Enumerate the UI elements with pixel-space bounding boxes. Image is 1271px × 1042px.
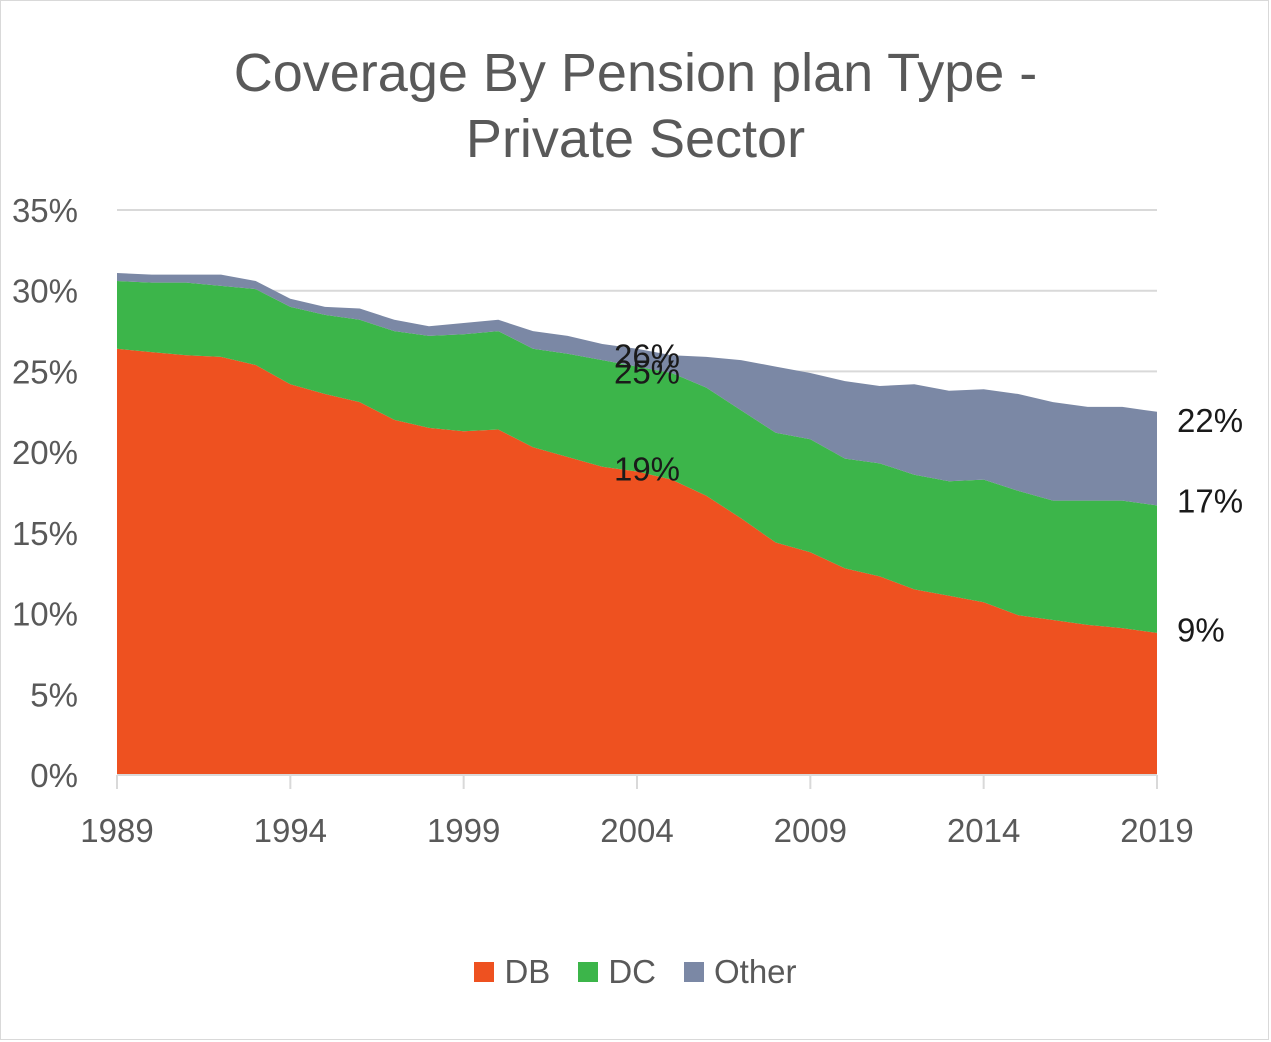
chart-title: Coverage By Pension plan Type - Private … [0, 40, 1271, 172]
area-series-other [117, 273, 1157, 506]
legend-item-db: DB [474, 952, 550, 992]
x-tick-label: 1994 [254, 812, 327, 849]
legend-label-db: DB [504, 953, 551, 990]
y-tick-label: 15% [12, 515, 78, 552]
x-tick-label: 2004 [600, 812, 673, 849]
y-tick-label: 0% [30, 757, 78, 794]
legend-swatch-dc [578, 962, 599, 982]
y-tick-label: 25% [12, 353, 78, 390]
area-series-dc [117, 281, 1157, 633]
legend-label-other: Other [713, 953, 797, 990]
x-tick-label: 1999 [427, 812, 500, 849]
x-tick-label: 2009 [774, 812, 847, 849]
x-tick-label: 2014 [947, 812, 1020, 849]
chart-title-line-2: Private Sector [465, 109, 806, 169]
y-tick-label: 20% [12, 434, 78, 471]
area-series [117, 273, 1157, 775]
data-label-3: 22% [1177, 402, 1243, 439]
x-tick-label: 2019 [1120, 812, 1193, 849]
legend-item-dc: DC [578, 952, 656, 992]
y-tick-label: 10% [12, 596, 78, 633]
legend-label-dc: DC [608, 953, 656, 990]
y-tick-label: 35% [12, 192, 78, 229]
data-label-1: 25% [614, 353, 680, 390]
data-label-2: 19% [614, 450, 680, 487]
data-labels: 26%25% 19% 22% 17% 9% [614, 337, 1243, 648]
y-tick-label: 30% [12, 273, 78, 310]
chart-title-line-1: Coverage By Pension plan Type - [233, 43, 1038, 103]
y-tick-label: 5% [30, 676, 78, 713]
legend: DB DC Other [0, 952, 1271, 992]
legend-swatch-other [683, 962, 704, 982]
axes: 0% 5% 10% 15% 20% 25% 30% 35% 1989 1994 1999 2004 20… [12, 192, 1194, 849]
data-label-0: 26% [614, 337, 680, 374]
data-label-5: 9% [1177, 612, 1225, 649]
legend-swatch-db [474, 962, 495, 982]
data-label-4: 17% [1177, 483, 1243, 520]
x-tick-label: 1989 [80, 812, 153, 849]
area-series-db [117, 348, 1157, 775]
legend-item-other: Other [683, 952, 797, 992]
